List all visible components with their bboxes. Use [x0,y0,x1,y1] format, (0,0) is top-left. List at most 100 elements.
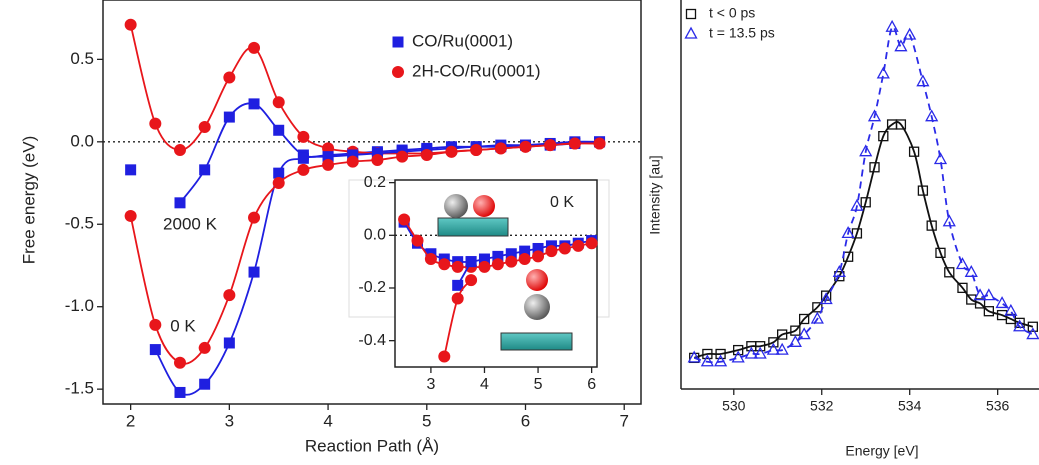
marker [995,296,1009,309]
marker [685,8,697,20]
marker [223,337,235,349]
marker [452,279,464,291]
marker [478,260,491,273]
marker [733,344,744,356]
x-tick-label: 530 [722,398,746,414]
marker [505,255,518,268]
axes-frame [394,179,598,368]
marker [942,214,956,227]
marker [755,341,766,352]
marker [859,144,873,157]
marker [1013,319,1027,332]
marker [223,111,235,123]
marker [1027,321,1038,332]
marker [478,253,490,265]
marker [684,26,698,39]
marker [223,289,236,302]
x-tick-label: 534 [898,398,922,414]
x-tick-label: 5 [534,376,543,393]
marker [532,242,544,254]
marker [451,260,464,273]
marker [532,250,545,263]
marker [451,292,464,305]
marker [850,198,864,211]
marker [438,350,451,363]
marker [798,313,810,325]
marker [867,109,882,122]
marker [465,274,478,287]
y-tick-label: -0.4 [358,332,386,349]
marker [371,147,383,159]
marker [558,242,571,255]
marker [593,137,606,150]
marker [173,356,186,369]
y-tick-label: 0.2 [364,174,386,191]
marker [149,318,162,331]
marker [916,74,930,87]
marker [297,163,310,176]
marker [273,167,285,179]
marker [878,130,889,142]
marker [396,150,409,163]
marker [957,282,968,294]
y-tick-label: 0.5 [70,49,94,68]
marker [297,130,310,143]
surface-slab [437,217,509,237]
marker [544,139,557,152]
marker [347,149,359,161]
series-line [693,25,1034,364]
marker [832,264,846,277]
x-tick-label: 3 [225,411,234,430]
atom-o [526,269,548,291]
marker [322,151,334,163]
marker [149,344,161,356]
atom-c [444,194,468,218]
axes-frame [102,0,642,405]
marker [174,386,186,398]
marker [982,288,996,301]
marker [700,354,714,367]
marker [322,158,335,171]
marker [572,239,585,252]
marker [248,211,261,224]
marker [926,220,937,231]
marker [173,144,186,157]
marker [894,39,908,52]
marker [199,378,211,390]
marker [198,341,211,354]
marker [392,36,404,48]
marker [766,342,780,355]
marker [731,350,745,363]
marker [223,71,236,84]
marker [973,288,987,301]
marker [519,140,532,153]
legend-label: 2H-CO/Ru(0001) [412,61,541,80]
marker [1004,303,1018,316]
marker [876,66,890,79]
marker [438,258,451,271]
marker [297,152,309,164]
marker [505,248,517,260]
marker [392,66,404,78]
series-line [693,121,1034,359]
y-tick-label: 0.0 [364,227,386,244]
marker [777,329,788,340]
y-tick-label: -0.2 [358,279,386,296]
y-tick-label: -1.5 [65,379,94,398]
x-tick-label: 4 [323,411,332,430]
marker [411,234,424,247]
annotation: 0 K [170,316,196,335]
marker [744,346,758,359]
marker [869,162,880,173]
marker [491,258,504,271]
marker [1026,327,1039,340]
marker [917,185,929,196]
y-tick-label: -0.5 [65,214,94,233]
marker [149,117,162,130]
marker [492,250,504,262]
y-axis-label: Free energy (eV) [19,136,38,265]
marker [860,197,871,208]
y-axis-label: Intensity [au] [647,155,663,234]
surface-slab [500,332,573,351]
